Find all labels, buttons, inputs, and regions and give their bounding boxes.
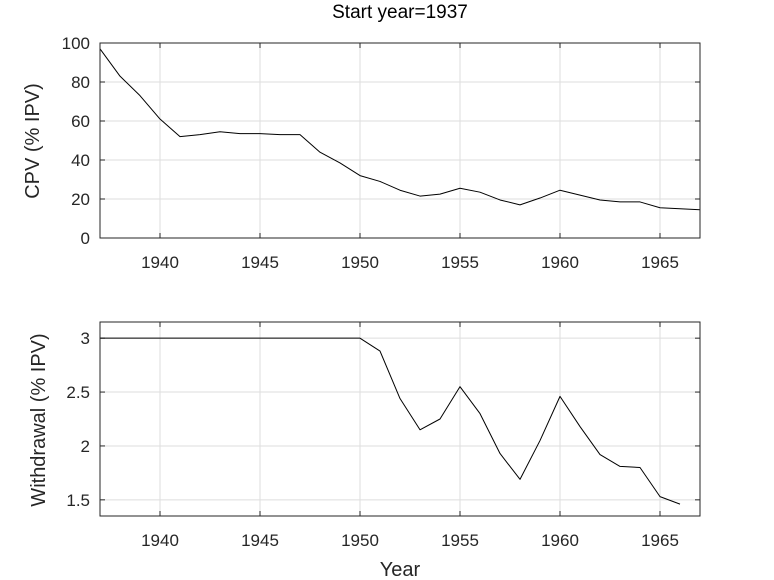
cpv-panel: 1940 1945 1950 1955 1960 1965 0 20 40 60 80 100 bbox=[62, 34, 701, 272]
cpv-plot-area bbox=[100, 43, 700, 238]
cpv-axes-box bbox=[99, 42, 701, 239]
withdrawal-y-tick-label: 2.5 bbox=[66, 383, 90, 402]
cpv-y-tick-label: 40 bbox=[71, 151, 90, 170]
cpv-x-tick-label: 1960 bbox=[541, 253, 579, 272]
chart-title: Start year=1937 bbox=[332, 2, 468, 23]
withdrawal-axes-box bbox=[99, 321, 701, 517]
withdrawal-x-tick-label: 1965 bbox=[641, 531, 679, 550]
withdrawal-plot-area bbox=[100, 322, 700, 516]
cpv-y-tick-label: 100 bbox=[62, 34, 90, 53]
cpv-y-tick-label: 60 bbox=[71, 112, 90, 131]
withdrawal-x-tick-label: 1960 bbox=[541, 531, 579, 550]
cpv-series-line bbox=[99, 48, 701, 211]
withdrawal-panel: 1940 1945 1950 1955 1960 1965 1.5 2 2.5 3 bbox=[66, 321, 701, 550]
withdrawal-x-tick-label: 1945 bbox=[241, 531, 279, 550]
cpv-x-tick-label: 1950 bbox=[341, 253, 379, 272]
withdrawal-y-axis-label: Withdrawal (% IPV) bbox=[28, 333, 50, 506]
withdrawal-y-tick-label: 1.5 bbox=[66, 491, 90, 510]
cpv-x-tick-label: 1965 bbox=[641, 253, 679, 272]
cpv-x-tick-label: 1945 bbox=[241, 253, 279, 272]
cpv-y-tick-label: 0 bbox=[81, 229, 90, 248]
withdrawal-y-tick-label: 2 bbox=[81, 437, 90, 456]
year-x-axis-label: Year bbox=[380, 559, 421, 580]
cpv-x-tick-label: 1940 bbox=[141, 253, 179, 272]
cpv-y-axis-label: CPV (% IPV) bbox=[22, 83, 44, 199]
withdrawal-x-tick-label: 1950 bbox=[341, 531, 379, 550]
cpv-y-tick-label: 80 bbox=[71, 73, 90, 92]
withdrawal-x-tick-label: 1955 bbox=[441, 531, 479, 550]
withdrawal-y-tick-label: 3 bbox=[81, 329, 90, 348]
cpv-y-tick-label: 20 bbox=[71, 190, 90, 209]
cpv-x-tick-label: 1955 bbox=[441, 253, 479, 272]
withdrawal-x-tick-label: 1940 bbox=[141, 531, 179, 550]
withdrawal-series-line bbox=[100, 337, 681, 505]
